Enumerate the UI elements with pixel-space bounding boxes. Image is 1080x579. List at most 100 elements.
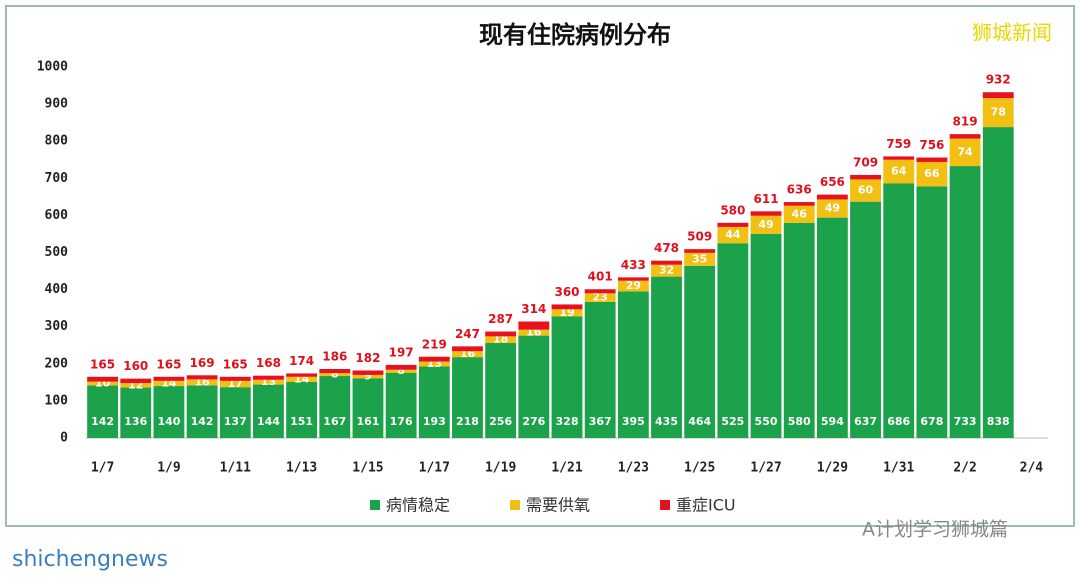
x-tick-label: 1/25 <box>684 461 715 476</box>
value-label: 66 <box>924 167 940 180</box>
bar-segment <box>319 376 351 438</box>
bar-segment <box>518 329 550 336</box>
bar-segment <box>883 156 915 160</box>
bar-segment <box>87 385 119 438</box>
value-label: 176 <box>390 415 413 428</box>
bar-segment <box>750 215 782 234</box>
total-label: 759 <box>886 137 911 151</box>
total-label: 174 <box>289 354 314 368</box>
x-tick-label: 1/21 <box>551 461 582 476</box>
bar-segment <box>352 370 384 375</box>
bar-segment <box>651 264 682 277</box>
bar-segment <box>186 379 218 386</box>
bar-segment <box>219 380 251 388</box>
value-label: 137 <box>224 415 247 428</box>
bar-segment <box>783 222 815 438</box>
value-label: 78 <box>991 106 1006 119</box>
bar-segment <box>452 351 483 358</box>
total-label: 169 <box>190 356 215 370</box>
value-label: 395 <box>622 415 645 428</box>
bar-segment <box>286 376 318 382</box>
value-label: 32 <box>659 264 674 277</box>
y-tick-label: 1000 <box>37 60 68 75</box>
bar-segment <box>485 343 517 438</box>
legend-label: 病情稳定 <box>386 496 450 515</box>
total-label: 401 <box>588 270 613 284</box>
x-tick-label: 1/9 <box>157 461 180 476</box>
bar-segment <box>352 378 384 438</box>
bar-segment <box>617 291 649 438</box>
bar-segment <box>982 92 1014 99</box>
total-label: 186 <box>322 349 347 363</box>
x-tick-label: 2/4 <box>1020 461 1044 476</box>
watermark: 狮城新闻 <box>972 21 1052 45</box>
total-label: 360 <box>554 285 579 299</box>
bar-segment <box>850 179 881 202</box>
legend-swatch <box>370 500 380 510</box>
x-tick-label: 1/11 <box>220 461 251 476</box>
bar-segment <box>717 226 749 244</box>
bar-segment <box>982 98 1014 128</box>
x-tick-label: 1/27 <box>750 461 781 476</box>
bar-segment <box>518 321 550 330</box>
bar-segment <box>120 387 152 438</box>
total-label: 478 <box>654 241 679 255</box>
value-label: 9 <box>364 370 372 383</box>
y-tick-label: 0 <box>60 431 68 446</box>
bar-segment <box>750 211 782 216</box>
bar-segment <box>651 260 682 265</box>
bar-segment <box>253 375 284 380</box>
value-label: 637 <box>854 415 877 428</box>
bar-segment <box>219 376 251 381</box>
value-label: 60 <box>858 184 874 197</box>
bar-segment <box>120 378 152 384</box>
total-label: 580 <box>720 203 745 217</box>
chart-title: 现有住院病例分布 <box>479 21 671 49</box>
legend-swatch <box>660 500 670 510</box>
y-tick-label: 100 <box>45 393 69 408</box>
bar-segment <box>385 369 417 373</box>
total-label: 314 <box>521 302 546 316</box>
bar-segment <box>717 222 749 227</box>
bar-segment <box>949 166 981 438</box>
bar-segment <box>783 202 815 206</box>
total-label: 709 <box>853 155 878 169</box>
value-label: 49 <box>758 218 773 231</box>
bar-segment <box>485 331 517 337</box>
value-label: 550 <box>755 415 778 428</box>
value-label: 8 <box>331 368 339 381</box>
bar-segment <box>286 381 318 438</box>
bar-segment <box>949 134 981 139</box>
bar-segment <box>452 357 483 438</box>
value-label: 35 <box>692 252 707 265</box>
y-tick-label: 500 <box>45 245 69 260</box>
bar-segment <box>783 205 815 223</box>
bar-segment <box>584 293 616 302</box>
bar-segment <box>684 265 716 438</box>
bar-segment <box>186 385 218 438</box>
bar-segment <box>385 364 417 370</box>
y-tick-label: 700 <box>45 171 69 186</box>
value-label: 256 <box>489 415 512 428</box>
bar-segment <box>916 186 948 438</box>
total-label: 756 <box>919 138 944 152</box>
total-label: 160 <box>123 359 148 373</box>
value-label: 64 <box>891 165 907 178</box>
bar-segment <box>850 174 881 180</box>
total-label: 165 <box>223 357 248 371</box>
value-label: 218 <box>456 415 479 428</box>
bar-segment <box>120 383 152 388</box>
bar-segment <box>452 346 483 352</box>
legend-label: 需要供氧 <box>526 496 590 515</box>
bar-segment <box>87 381 119 386</box>
bar-segment <box>153 376 185 381</box>
bar-segment <box>916 161 948 187</box>
total-label: 182 <box>355 351 380 365</box>
value-label: 161 <box>356 415 379 428</box>
watermark: shichengnews <box>12 547 168 572</box>
total-label: 165 <box>90 357 115 371</box>
x-tick-label: 2/2 <box>953 461 976 476</box>
y-tick-label: 600 <box>45 208 69 223</box>
total-label: 433 <box>621 258 646 272</box>
